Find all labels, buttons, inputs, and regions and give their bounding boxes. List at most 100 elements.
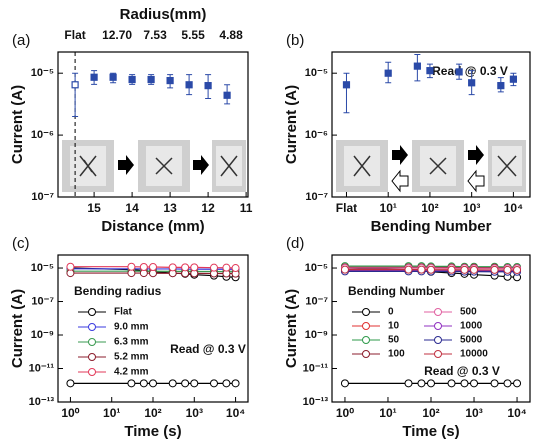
legend-label: 1000	[460, 321, 483, 332]
y-tick-label: 10⁻⁵	[305, 67, 328, 79]
annotation: Read @ 0.3 V	[424, 364, 500, 378]
legend-marker	[434, 336, 442, 344]
top-axis-title: Radius(mm)	[120, 6, 207, 23]
data-point	[404, 265, 413, 274]
x-tick-label: 10³	[465, 406, 482, 420]
legend-marker	[362, 322, 370, 330]
x-axis-title: Time (s)	[402, 423, 459, 440]
x-tick-label: 10⁰	[61, 406, 79, 420]
arrow	[118, 155, 134, 175]
legend-label: 10000	[460, 349, 488, 360]
legend-marker	[88, 338, 96, 346]
legend-label: 4.2 mm	[114, 367, 149, 378]
data-point	[127, 379, 136, 388]
arrow	[193, 155, 209, 175]
data-point	[468, 79, 476, 87]
x-tick-label: 10¹	[103, 406, 120, 420]
y-tick-label: 10⁻⁶	[31, 129, 54, 141]
y-axis-title: Current (A)	[283, 289, 300, 368]
arrow	[468, 145, 484, 165]
x-axis-title: Distance (mm)	[101, 218, 204, 235]
legend-label: 10	[388, 321, 400, 332]
top-tick-label: 5.55	[181, 28, 205, 42]
data-point	[513, 379, 522, 388]
plot-frame	[57, 51, 249, 198]
data-point	[460, 379, 469, 388]
series-line	[70, 270, 236, 273]
legend-marker	[88, 368, 96, 376]
x-tick-label: 10¹	[379, 406, 396, 420]
y-tick-label: 10⁻⁷	[305, 191, 328, 203]
legend-marker	[362, 336, 370, 344]
y-axis-title: Current (A)	[9, 85, 26, 164]
legend-label: 5000	[460, 335, 483, 346]
annotation: Read @ 0.3 V	[170, 342, 246, 356]
series-line	[70, 272, 236, 275]
data-point	[460, 265, 469, 274]
data-point	[66, 262, 75, 271]
panel-label: (d)	[286, 235, 304, 252]
x-tick-label: 10²	[144, 406, 161, 420]
legend-label: 9.0 mm	[114, 322, 149, 333]
x-tick-label: 10²	[421, 201, 438, 215]
legend-marker	[434, 350, 442, 358]
data-point	[204, 82, 212, 90]
x-tick-label: 10⁴	[504, 201, 523, 215]
data-point	[181, 379, 190, 388]
legend-label: Flat	[114, 307, 132, 318]
data-point	[90, 73, 98, 81]
data-point	[168, 379, 177, 388]
data-point	[447, 379, 456, 388]
legend-label: 5.2 mm	[114, 352, 149, 363]
data-point	[384, 69, 392, 77]
data-point	[417, 265, 426, 274]
data-point	[209, 263, 218, 272]
legend-marker	[362, 308, 370, 316]
data-point	[503, 265, 512, 274]
arrow	[392, 145, 408, 165]
data-point	[490, 379, 499, 388]
arrow	[467, 169, 485, 193]
y-tick-label: 10⁻⁶	[305, 129, 328, 141]
electrodes	[155, 157, 173, 175]
data-point	[128, 75, 136, 84]
x-tick-label: 13	[163, 201, 177, 215]
data-point	[222, 379, 231, 388]
data-point	[222, 263, 231, 272]
x-tick-label: 10⁴	[507, 406, 526, 420]
data-point	[231, 264, 240, 273]
data-point	[127, 262, 136, 271]
data-point	[455, 68, 463, 76]
data-point	[503, 379, 512, 388]
data-point	[181, 263, 190, 272]
y-tick-label: 10⁻⁵	[305, 262, 328, 274]
y-tick-label: 10⁻⁷	[305, 295, 328, 307]
y-tick-label: 10⁻⁹	[31, 329, 54, 341]
x-tick-label: 12	[201, 201, 215, 215]
y-tick-label: 10⁻¹³	[29, 396, 55, 408]
data-point	[71, 81, 79, 89]
legend-marker	[434, 308, 442, 316]
electrodes	[353, 155, 371, 177]
electrodes	[429, 157, 447, 175]
y-tick-label: 10⁻⁵	[31, 262, 54, 274]
y-axis-title: Current (A)	[283, 85, 300, 164]
data-point	[427, 265, 435, 274]
data-point	[497, 82, 505, 90]
y-tick-label: 10⁻⁹	[305, 329, 328, 341]
legend-marker	[88, 353, 96, 361]
data-point	[340, 379, 349, 388]
legend-label: 500	[460, 307, 477, 318]
legend-label: 50	[388, 335, 400, 346]
legend-marker	[362, 350, 370, 358]
x-axis-title: Bending Number	[371, 218, 492, 235]
data-point	[223, 91, 231, 99]
data-point	[509, 75, 517, 83]
data-point	[426, 67, 434, 75]
data-point	[447, 265, 456, 274]
top-tick-label: 4.88	[219, 28, 243, 42]
data-point	[413, 62, 421, 70]
x-tick-label: 10¹	[380, 201, 397, 215]
data-point	[427, 379, 435, 388]
